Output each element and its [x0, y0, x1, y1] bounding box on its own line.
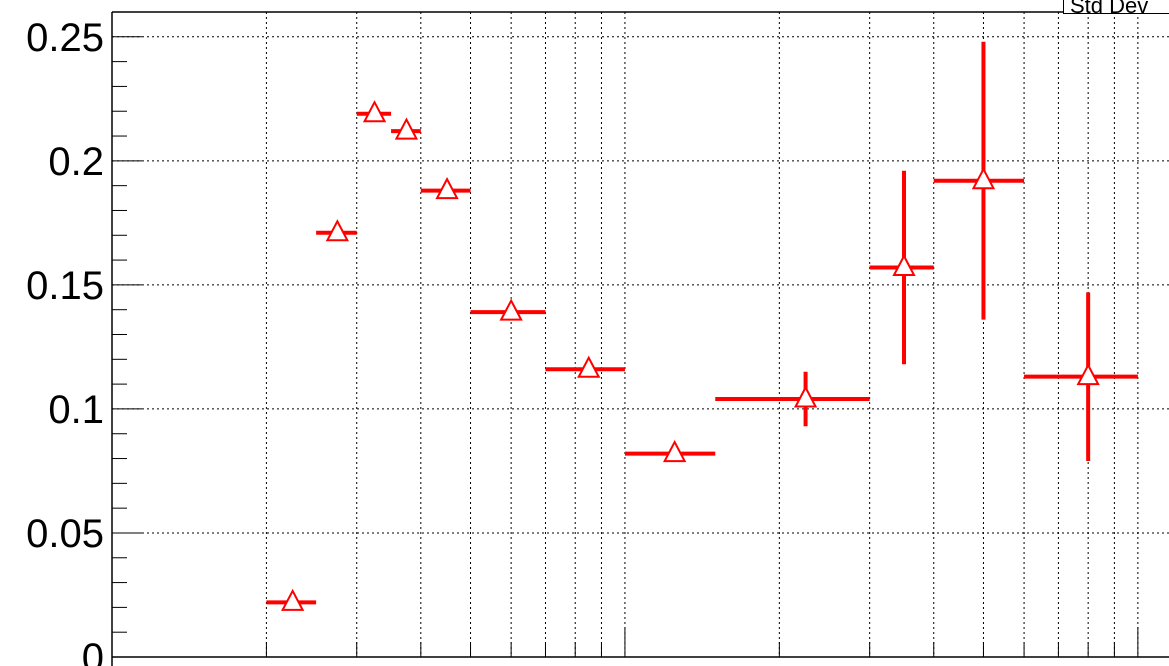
y-tick-label: 0.1 [48, 388, 104, 432]
triangle-marker [362, 100, 387, 123]
stats-box-label: Std Dev [1063, 0, 1169, 14]
grid [112, 12, 1169, 657]
data-point [356, 100, 392, 123]
triangle-marker [793, 385, 818, 408]
data-point [420, 176, 471, 200]
y-tick-label: 0.15 [26, 264, 104, 308]
data-point [933, 41, 1025, 320]
triangle-marker [971, 167, 996, 190]
data-point [869, 170, 934, 365]
triangle-marker [499, 298, 523, 321]
triangle-marker [325, 219, 350, 242]
data-point [266, 588, 317, 611]
y-tick-label: 0.05 [26, 512, 104, 556]
y-tick-label: 0.25 [26, 16, 104, 60]
data-point [391, 117, 421, 140]
triangle-marker [394, 117, 419, 140]
data-point [316, 219, 357, 242]
axes: 0 0.05 0.1 0.15 0.2 0.25 [26, 11, 1169, 666]
triangle-marker [577, 355, 601, 378]
triangle-marker [892, 253, 916, 277]
y-tick-label: 0 [82, 636, 104, 666]
data-point [545, 355, 625, 378]
data-point [624, 439, 716, 463]
data-point [1024, 292, 1138, 462]
triangle-marker [1076, 363, 1100, 386]
data-point [470, 298, 546, 321]
data-series [266, 41, 1138, 611]
data-point [715, 371, 870, 427]
triangle-marker [662, 439, 687, 463]
triangle-marker [280, 588, 305, 611]
triangle-marker [435, 176, 459, 200]
y-tick-label: 0.2 [48, 140, 104, 184]
